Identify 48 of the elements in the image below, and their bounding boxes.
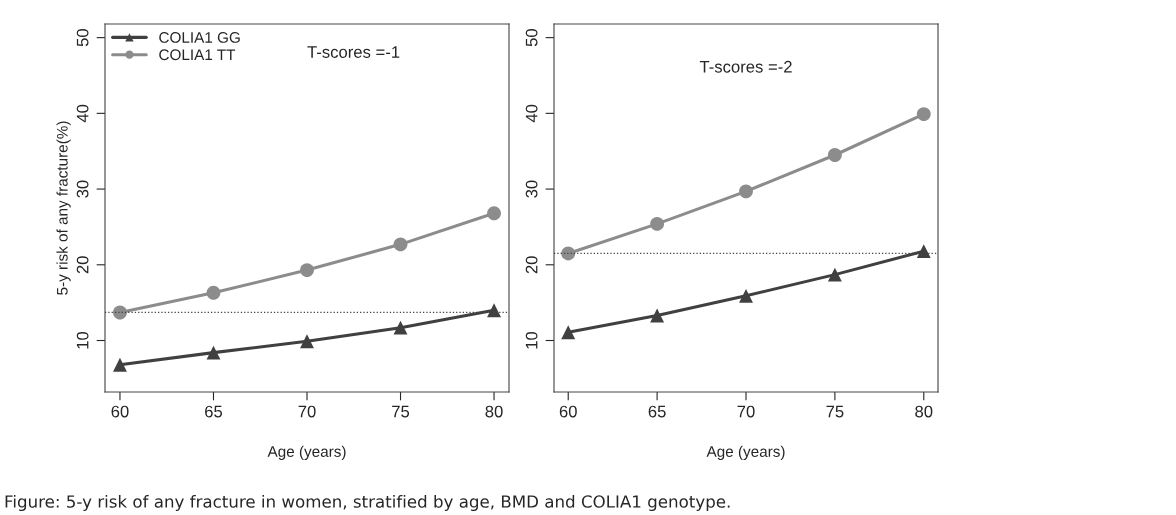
y-tick-label: 50 xyxy=(76,29,89,47)
x-tick-label: 75 xyxy=(392,405,410,418)
point xyxy=(206,285,221,300)
point xyxy=(300,263,314,278)
point xyxy=(827,267,842,282)
y-tick-label: 40 xyxy=(76,104,89,123)
x-axis-title: Age (years) xyxy=(267,445,346,460)
x-tick-label: 75 xyxy=(826,405,844,418)
x-tick-label: 65 xyxy=(648,405,666,418)
point xyxy=(916,244,931,259)
point xyxy=(206,345,221,360)
legend-label: COLIA1 GG xyxy=(159,32,240,43)
x-tick-label: 80 xyxy=(915,405,933,418)
x-tick-label: 70 xyxy=(298,405,316,418)
point xyxy=(561,246,576,261)
x-tick-label: 65 xyxy=(205,405,223,418)
point xyxy=(650,308,665,323)
point xyxy=(113,357,127,372)
y-tick-label: 30 xyxy=(76,180,89,198)
text: Figure: 5-y risk of any fracture in women, stratified by age, BMD and COLIA1 genotype. xyxy=(5,494,730,512)
x-axis-title: Age (years) xyxy=(706,445,785,460)
y-tick-label: 10 xyxy=(76,331,89,349)
y-tick-label: 50 xyxy=(525,29,538,47)
point xyxy=(739,288,753,303)
y-tick-label: 20 xyxy=(525,256,538,274)
legend-label: COLIA1 TT xyxy=(159,49,236,61)
point xyxy=(916,107,931,122)
point xyxy=(113,305,127,320)
point xyxy=(300,334,314,349)
y-tick-label: 30 xyxy=(525,180,538,198)
point xyxy=(650,216,665,231)
annotation: T-scores =-2 xyxy=(699,60,792,73)
y-tick-label: 10 xyxy=(525,331,538,349)
y-axis-title: 5-y risk of any fracture(%) xyxy=(56,121,71,295)
annotation: T-scores =-1 xyxy=(307,46,400,58)
point xyxy=(393,237,408,252)
y-tick-label: 40 xyxy=(525,104,538,123)
x-tick-label: 70 xyxy=(737,405,755,418)
x-tick-label: 60 xyxy=(111,405,129,418)
x-tick-label: 60 xyxy=(559,405,577,418)
point xyxy=(487,303,501,318)
x-tick-label: 80 xyxy=(485,405,503,418)
point xyxy=(827,148,842,162)
point xyxy=(487,206,501,221)
point xyxy=(739,184,753,199)
y-tick-label: 20 xyxy=(76,256,89,274)
point xyxy=(561,325,576,340)
point xyxy=(393,320,408,335)
